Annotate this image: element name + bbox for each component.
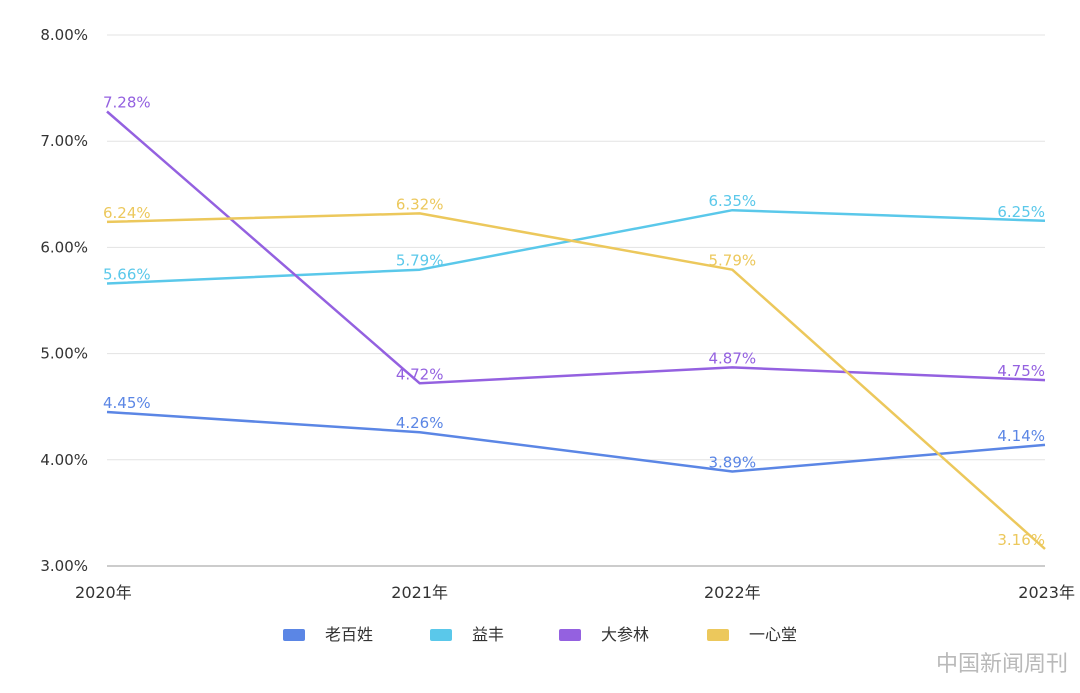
data-label: 4.72% (396, 365, 444, 383)
data-labels: 4.45% 4.26% 3.89% 4.14% 5.66% 5.79% 6.35% 6.25%… (103, 93, 1045, 549)
legend-item[interactable]: 一心堂 (707, 625, 797, 644)
legend-swatch (430, 629, 452, 641)
series-line (106, 410, 1046, 473)
y-tick-label: 7.00% (40, 132, 88, 150)
data-label: 4.26% (396, 414, 444, 432)
x-tick-label: 2022年 (704, 583, 761, 602)
x-tick-label: 2020年 (75, 583, 132, 602)
y-tick-label: 5.00% (40, 345, 88, 363)
legend-item[interactable]: 大参林 (559, 625, 649, 644)
data-label: 4.87% (709, 349, 757, 367)
data-label: 5.79% (396, 252, 444, 270)
series-lines (106, 110, 1046, 550)
data-label: 7.28% (103, 93, 151, 111)
data-label: 6.24% (103, 204, 151, 222)
legend-label: 一心堂 (749, 625, 797, 644)
data-label: 4.14% (997, 427, 1045, 445)
data-label: 5.66% (103, 266, 151, 284)
data-label: 6.32% (396, 195, 444, 213)
y-tick-label: 4.00% (40, 451, 88, 469)
legend-swatch (707, 629, 729, 641)
legend-item[interactable]: 老百姓 (283, 625, 373, 644)
series-line (106, 212, 1046, 550)
legend-item[interactable]: 益丰 (430, 625, 504, 644)
data-label: 4.45% (103, 394, 151, 412)
x-tick-label: 2021年 (391, 583, 448, 602)
legend: 老百姓 益丰 大参林 一心堂 (283, 625, 797, 644)
series-line (106, 110, 1046, 385)
y-tick-label: 3.00% (40, 557, 88, 575)
grid-lines (107, 34, 1045, 567)
legend-swatch (559, 629, 581, 641)
legend-label: 大参林 (601, 625, 649, 644)
y-tick-label: 8.00% (40, 26, 88, 44)
series-line (106, 208, 1046, 285)
data-label: 6.35% (709, 192, 757, 210)
legend-label: 老百姓 (325, 625, 373, 644)
data-label: 4.75% (997, 362, 1045, 380)
x-axis-ticks: 2020年 2021年 2022年 2023年 (75, 583, 1075, 602)
watermark: 中国新闻周刊 (936, 652, 1068, 677)
legend-swatch (283, 629, 305, 641)
data-label: 5.79% (709, 252, 757, 270)
y-tick-label: 6.00% (40, 238, 88, 256)
legend-label: 益丰 (472, 625, 504, 644)
x-tick-label: 2023年 (1018, 583, 1075, 602)
data-label: 3.16% (997, 531, 1045, 549)
data-label: 6.25% (997, 203, 1045, 221)
y-axis-ticks: 3.00% 4.00% 5.00% 6.00% 7.00% 8.00% (40, 26, 88, 575)
data-label: 3.89% (709, 453, 757, 471)
